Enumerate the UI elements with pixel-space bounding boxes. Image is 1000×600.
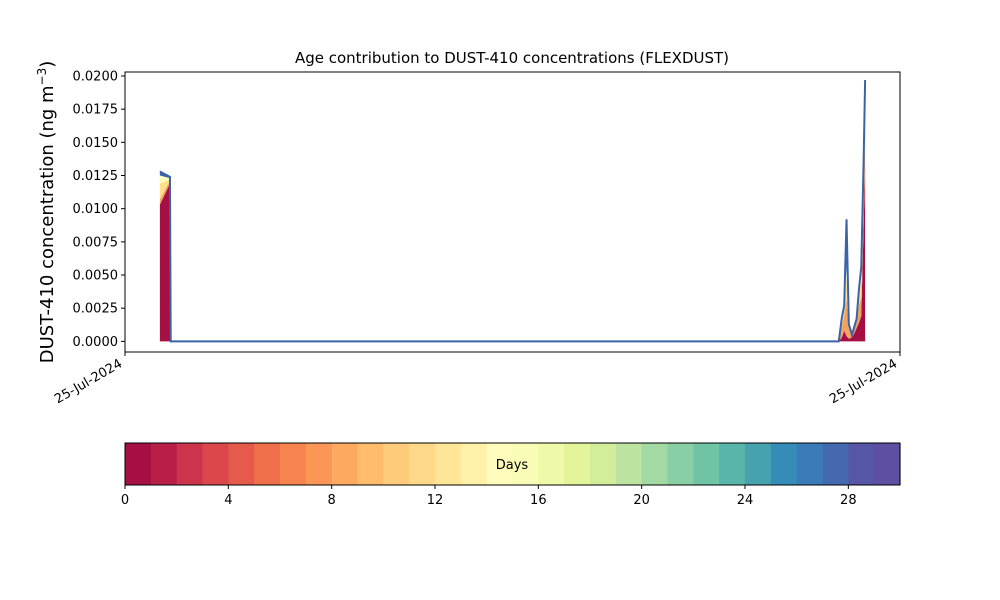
colorbar-segment	[822, 443, 849, 485]
y-axis-label-main: DUST-410 concentration (ng m	[37, 85, 58, 363]
colorbar-segment	[176, 443, 204, 485]
colorbar-segment	[796, 443, 824, 485]
y-tick-label: 0.0175	[73, 103, 119, 118]
colorbar-tick-label: 16	[530, 493, 547, 508]
series-area-10-days	[159, 105, 866, 342]
series-area-28-days	[159, 79, 866, 342]
colorbar-segment	[641, 443, 669, 485]
chart-title: Age contribution to DUST-410 concentrati…	[295, 49, 729, 67]
colorbar-segment	[719, 443, 746, 485]
colorbar: 0 4 8 12 16 20 24 28	[121, 442, 901, 508]
colorbar-segment	[512, 443, 539, 485]
series-area-4-days	[159, 129, 866, 342]
plot-frame	[124, 71, 901, 353]
colorbar-segment	[254, 443, 281, 485]
colorbar-segment	[590, 443, 617, 485]
colorbar-tick-label: 28	[840, 493, 857, 508]
y-tick-label: 0.0125	[73, 169, 119, 184]
colorbar-segment	[435, 443, 462, 485]
colorbar-label: Days	[496, 458, 529, 473]
y-tick-label: 0.0150	[73, 136, 119, 151]
colorbar-segment	[331, 443, 359, 485]
y-axis: 0.0000 0.0025 0.0050 0.0075 0.0100 0.0125 0.01…	[73, 69, 125, 350]
x-tick-label: 25-Jul-2024	[827, 356, 900, 407]
series-area-16-days	[159, 90, 866, 342]
colorbar-tick-label: 12	[427, 493, 444, 508]
colorbar-segment	[615, 443, 643, 485]
x-axis: 25-Jul-2024 25-Jul-2024	[52, 352, 901, 407]
y-axis-label-exponent: −3	[35, 68, 49, 86]
colorbar-segment	[202, 443, 229, 485]
colorbar-segment	[848, 443, 875, 485]
colorbar-segment	[357, 443, 384, 485]
y-axis-label: DUST-410 concentration (ng m−3)	[35, 61, 58, 364]
y-tick-label: 0.0025	[73, 302, 119, 317]
colorbar-segment	[125, 443, 152, 485]
x-tick-label: 25-Jul-2024	[52, 356, 125, 407]
colorbar-frame	[124, 442, 901, 486]
colorbar-segment	[383, 443, 410, 485]
total-concentration-line	[159, 79, 867, 343]
colorbar-tick-label: 0	[121, 493, 129, 508]
colorbar-segment	[564, 443, 591, 485]
colorbar-segment	[150, 443, 178, 485]
colorbar-segment	[745, 443, 772, 485]
colorbar-segment	[667, 443, 694, 485]
colorbar-segment	[486, 443, 514, 485]
plot-area	[159, 79, 867, 343]
y-tick-label: 0.0100	[73, 202, 119, 217]
colorbar-tick-label: 20	[633, 493, 650, 508]
y-tick-label: 0.0075	[73, 235, 119, 250]
colorbar-segment	[305, 443, 333, 485]
colorbar-segment	[280, 443, 307, 485]
y-tick-label: 0.0000	[73, 335, 119, 350]
colorbar-segment	[693, 443, 720, 485]
colorbar-segment	[460, 443, 488, 485]
y-axis-label-close: )	[37, 61, 58, 68]
y-tick-label: 0.0200	[73, 69, 119, 84]
series-area-0-days	[159, 164, 866, 342]
colorbar-tick-label: 4	[224, 493, 232, 508]
y-tick-label: 0.0050	[73, 269, 119, 284]
colorbar-segment	[228, 443, 255, 485]
colorbar-segment	[538, 443, 565, 485]
colorbar-segment	[409, 443, 436, 485]
colorbar-tick-label: 24	[737, 493, 754, 508]
colorbar-segment	[770, 443, 798, 485]
colorbar-tick-label: 8	[328, 493, 336, 508]
colorbar-segment	[874, 443, 901, 485]
